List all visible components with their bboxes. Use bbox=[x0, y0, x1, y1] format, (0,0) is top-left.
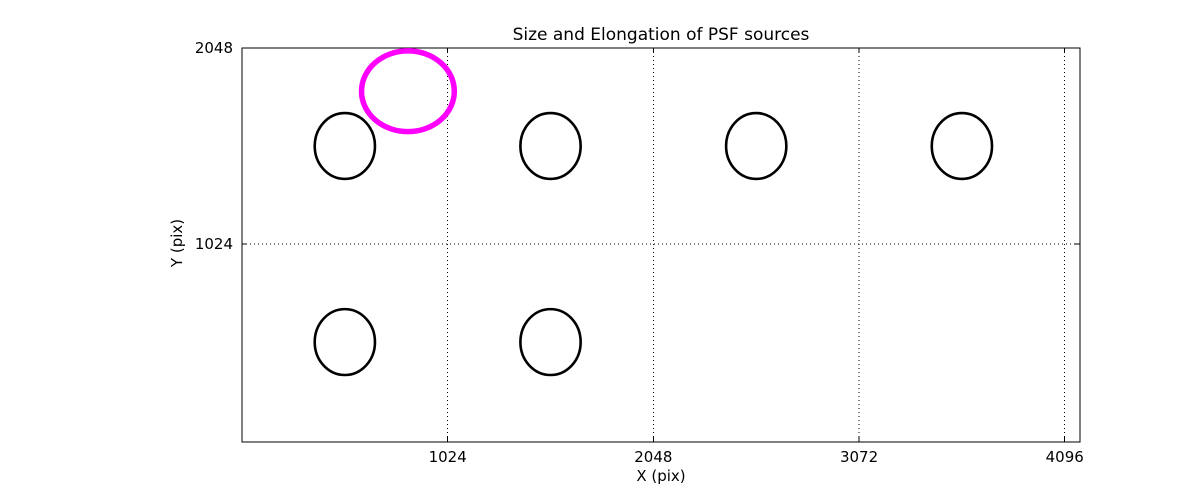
psf-source-ellipse bbox=[519, 111, 582, 181]
x-tick-label-4096: 4096 bbox=[1046, 448, 1084, 466]
x-tick-label-3072: 3072 bbox=[840, 448, 878, 466]
psf-source-ellipse bbox=[930, 111, 994, 181]
y-tick-label-1024: 1024 bbox=[195, 235, 233, 253]
psf-source-ellipse bbox=[313, 111, 377, 181]
y-tick-label-2048: 2048 bbox=[195, 39, 233, 57]
psf-source-ellipse bbox=[724, 111, 788, 181]
psf-source-ellipse bbox=[519, 307, 582, 377]
chart-title: Size and Elongation of PSF sources bbox=[513, 25, 810, 45]
y-axis-label: Y (pix) bbox=[168, 219, 186, 268]
x-axis-label: X (pix) bbox=[636, 467, 685, 485]
highlighted-source-ellipse bbox=[358, 48, 458, 135]
psf-source-ellipse bbox=[313, 307, 377, 377]
x-tick-label-1024: 1024 bbox=[429, 448, 467, 466]
axes-frame bbox=[241, 47, 1081, 443]
axes-layer: 1024 2048 3072 4096 1024 2048 bbox=[195, 39, 1084, 466]
x-tick-label-2048: 2048 bbox=[634, 448, 672, 466]
